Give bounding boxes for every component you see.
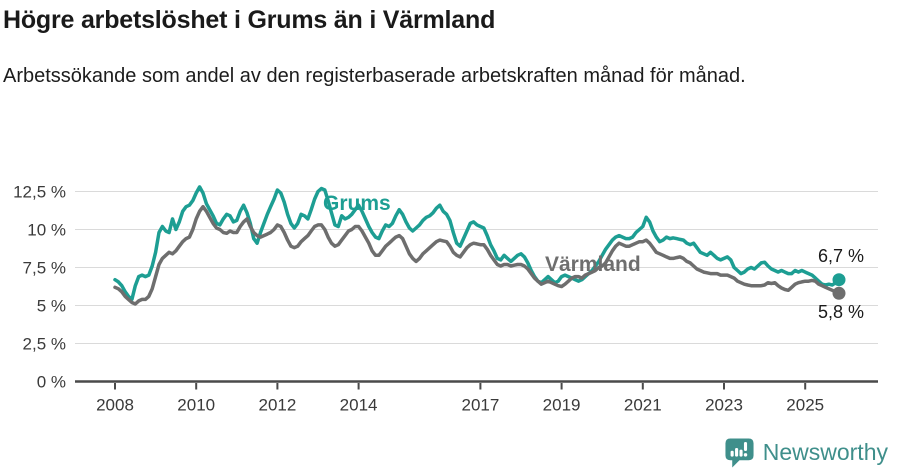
series-end-dot-grums [832,273,846,287]
x-tick-label: 2019 [543,396,581,415]
end-value-label-varmland: 5,8 % [818,302,864,322]
series-line-varmland [113,204,841,306]
brand-name: Newsworthy [762,439,888,465]
x-tick-label: 2021 [624,396,662,415]
x-tick-label: 2010 [177,396,215,415]
y-tick-label: 12,5 % [13,183,66,202]
x-tick-label: 2025 [786,396,824,415]
y-tick-label: 0 % [37,373,66,392]
x-tick-label: 2014 [340,396,378,415]
x-tick-label: 2023 [705,396,743,415]
newsworthy-logo-icon [725,438,754,468]
y-tick-label: 5 % [37,297,66,316]
series-label-grums: Grums [323,192,391,215]
logo-bar-chart-glyph [730,442,747,457]
series-end-dot-varmland [832,286,846,300]
series-label-varmland: Värmland [545,253,641,276]
chart-subtitle: Arbetssökande som andel av den registerb… [3,65,746,87]
y-tick-label: 7,5 % [23,259,66,278]
brand-footer: Newsworthy [724,437,888,468]
x-tick-label: 2017 [461,396,499,415]
series-line-grums [113,185,841,302]
end-value-label-grums: 6,7 % [818,246,864,266]
y-tick-label: 10 % [27,221,66,240]
y-tick-label: 2,5 % [23,335,66,354]
x-tick-label: 2008 [96,396,134,415]
chart-title: Högre arbetslöshet i Grums än i Värmland [3,6,496,34]
x-tick-label: 2012 [258,396,296,415]
